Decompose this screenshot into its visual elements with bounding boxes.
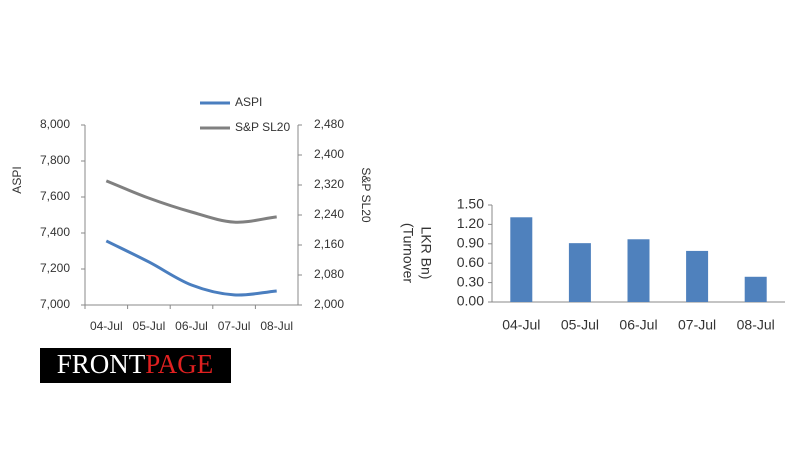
y-tick-label: 7,000	[40, 297, 70, 311]
series-line	[105, 239, 277, 297]
series-line	[105, 179, 277, 224]
bar	[686, 250, 709, 302]
logo-front: FRONT	[57, 349, 146, 379]
x-tick-label: 07-Jul	[678, 317, 716, 333]
y2-tick-label: 2,320	[314, 177, 344, 191]
y2-tick-label: 2,080	[314, 267, 344, 281]
y2-axis-label: S&P SL20	[359, 167, 373, 222]
y2-tick-label: 2,000	[314, 297, 344, 311]
x-tick-label: 05-Jul	[133, 319, 166, 333]
bar	[627, 239, 650, 302]
x-tick-label: 07-Jul	[218, 319, 251, 333]
y2-tick-label: 2,160	[314, 237, 344, 251]
y-tick-label: 0.90	[457, 235, 484, 251]
y-tick-label: 7,200	[40, 261, 70, 275]
y2-tick-label: 2,400	[314, 147, 344, 161]
x-tick-label: 04-Jul	[90, 319, 123, 333]
logo-box	[40, 348, 231, 383]
y-tick-label: 0.60	[457, 254, 484, 270]
y-axis-label: ASPI	[10, 166, 24, 193]
y-tick-label: 7,800	[40, 153, 70, 167]
legend-label: ASPI	[235, 95, 262, 109]
legend-label: S&P SL20	[235, 120, 290, 134]
bar	[744, 276, 767, 302]
x-tick-label: 08-Jul	[260, 319, 293, 333]
x-tick-label: 04-Jul	[502, 317, 540, 333]
y2-tick-label: 2,240	[314, 207, 344, 221]
y-tick-label: 7,400	[40, 225, 70, 239]
x-tick-label: 06-Jul	[175, 319, 208, 333]
y-tick-label: 1.20	[457, 215, 484, 231]
logo: FRONTPAGE	[57, 349, 214, 379]
y-axis-label: LKR Bn)	[418, 227, 434, 280]
x-tick-label: 06-Jul	[619, 317, 657, 333]
y-tick-label: 0.00	[457, 293, 484, 309]
bar	[510, 217, 533, 302]
y-tick-label: 8,000	[40, 117, 70, 131]
y-tick-label: 7,600	[40, 189, 70, 203]
y-tick-label: 1.50	[457, 196, 484, 212]
x-tick-label: 05-Jul	[561, 317, 599, 333]
x-tick-label: 08-Jul	[737, 317, 775, 333]
y-tick-label: 0.30	[457, 273, 484, 289]
y-axis-label: (Turnover	[400, 223, 416, 284]
bar	[568, 243, 591, 302]
logo-page: PAGE	[145, 349, 213, 379]
y2-tick-label: 2,480	[314, 117, 344, 131]
